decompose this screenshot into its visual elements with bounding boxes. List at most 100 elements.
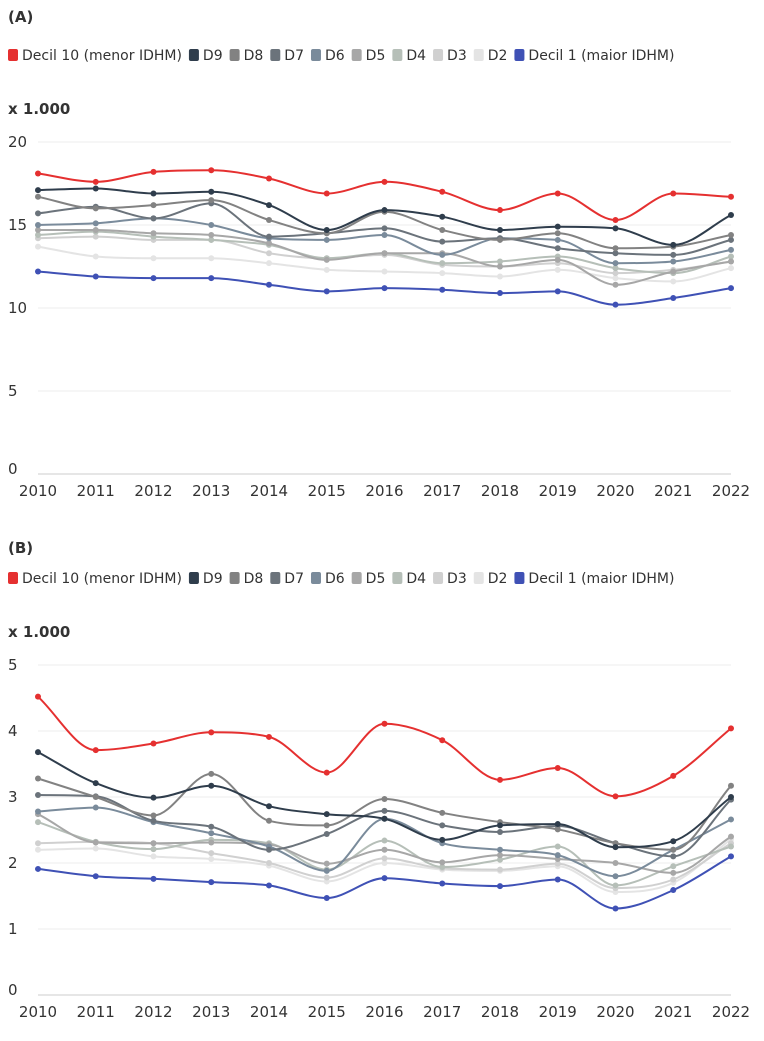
x-tick-label-a-2018: 2018 (481, 482, 519, 500)
legend-item-d4: D4 (392, 571, 426, 587)
point-d2-2015 (323, 266, 330, 273)
x-tick-label-a-2013: 2013 (192, 482, 230, 500)
point-d5-2012 (150, 840, 157, 847)
point-d9-2014 (266, 202, 272, 209)
legend-swatch-d5 (351, 49, 362, 61)
point-d2-2020 (612, 275, 619, 282)
point-decil-10-menor-idhm-2014 (266, 175, 272, 182)
point-decil-1-maior-idhm-2021 (670, 887, 677, 894)
point-decil-1-maior-idhm-2010 (35, 865, 41, 872)
legend-label-decil-10-menor-idhm: Decil 10 (menor IDHM) (22, 571, 182, 587)
point-decil-10-menor-idhm-2022 (728, 193, 734, 200)
point-decil-10-menor-idhm-2016 (381, 720, 388, 727)
point-d9-2021 (670, 838, 677, 845)
point-d7-2014 (266, 846, 272, 853)
point-d5-2016 (381, 846, 388, 853)
point-d4-2020 (612, 882, 619, 889)
point-d7-2018 (497, 828, 503, 835)
legend-label-d9: D9 (203, 48, 223, 64)
point-decil-10-menor-idhm-2021 (670, 772, 677, 779)
point-d9-2019 (554, 223, 561, 230)
point-d9-2010 (35, 187, 41, 194)
point-d3-2014 (266, 860, 272, 866)
legend-label-d3: D3 (447, 571, 467, 587)
point-d4-2021 (670, 863, 677, 870)
legend-item-d2: D2 (473, 48, 507, 64)
point-d5-2022 (728, 258, 734, 265)
point-d5-2015 (323, 860, 330, 867)
point-d2-2016 (381, 860, 388, 866)
point-decil-1-maior-idhm-2016 (381, 875, 388, 882)
legend-item-decil-10-menor-idhm: Decil 10 (menor IDHM) (8, 48, 182, 64)
point-d5-2010 (35, 226, 41, 233)
point-d2-2012 (150, 255, 157, 262)
legend-item-d6: D6 (310, 571, 345, 587)
point-decil-1-maior-idhm-2014 (266, 281, 272, 288)
point-d8-2011 (92, 205, 99, 212)
point-d9-2010 (35, 749, 41, 756)
point-d5-2013 (208, 231, 215, 238)
x-tick-label-a-2016: 2016 (365, 482, 403, 500)
point-d4-2019 (554, 843, 561, 850)
y-tick-label-a-5: 5 (8, 382, 18, 400)
point-d8-2016 (381, 795, 388, 802)
point-decil-10-menor-idhm-2017 (439, 737, 446, 744)
point-d9-2018 (497, 822, 503, 829)
legend-label-d8: D8 (244, 571, 264, 587)
point-d9-2013 (208, 782, 215, 789)
point-d8-2018 (497, 236, 503, 243)
x-tick-label-b-2017: 2017 (423, 1003, 461, 1021)
point-d8-2019 (554, 230, 561, 237)
legend-swatch-decil-10-menor-idhm (8, 49, 18, 61)
point-d9-2015 (323, 811, 330, 818)
point-d7-2021 (670, 853, 677, 860)
point-d6-2020 (612, 873, 619, 880)
legend-label-d6: D6 (325, 48, 345, 64)
point-d5-2022 (728, 833, 734, 840)
point-decil-1-maior-idhm-2018 (497, 883, 503, 890)
point-d4-2010 (35, 819, 41, 826)
x-tick-label-a-2011: 2011 (77, 482, 115, 500)
point-d5-2011 (92, 226, 99, 233)
point-d9-2011 (92, 780, 99, 787)
point-d4-2017 (439, 863, 446, 870)
point-decil-10-menor-idhm-2013 (208, 729, 215, 736)
point-d7-2016 (381, 225, 388, 232)
point-d3-2014 (266, 250, 272, 257)
legend-label-decil-1-maior-idhm: Decil 1 (maior IDHM) (528, 571, 674, 587)
point-d3-2015 (323, 874, 330, 881)
point-d7-2020 (612, 250, 619, 257)
legend-swatch-d3 (433, 572, 444, 584)
point-decil-10-menor-idhm-2021 (670, 190, 677, 197)
point-decil-1-maior-idhm-2022 (728, 285, 734, 292)
x-tick-label-b-2016: 2016 (365, 1003, 403, 1021)
point-d5-2017 (439, 859, 446, 866)
point-d4-2020 (612, 265, 619, 272)
x-tick-label-b-2019: 2019 (539, 1003, 577, 1021)
point-decil-1-maior-idhm-2020 (612, 905, 619, 912)
point-d3-2010 (35, 840, 41, 847)
series-decil-1-maior-idhm-b (35, 853, 734, 912)
legend-swatch-d6 (310, 572, 321, 584)
point-d7-2017 (439, 822, 446, 829)
point-d3-2011 (92, 233, 99, 240)
point-d2-2019 (554, 266, 561, 273)
point-d3-2016 (381, 855, 388, 862)
y-tick-label-a-0: 0 (8, 460, 18, 478)
point-d4-2012 (150, 846, 157, 853)
point-decil-10-menor-idhm-2018 (497, 207, 503, 214)
y-tick-label-a-20: 20 (8, 133, 27, 151)
point-d7-2015 (323, 830, 330, 837)
point-d7-2010 (35, 792, 41, 799)
legend-item-d2: D2 (473, 571, 507, 587)
point-d3-2021 (670, 876, 677, 883)
point-d6-2019 (554, 852, 561, 859)
point-d9-2014 (266, 803, 272, 810)
x-tick-label-b-2021: 2021 (654, 1003, 692, 1021)
point-d5-2015 (323, 256, 330, 263)
point-d6-2013 (208, 222, 215, 228)
legend-item-d9: D9 (188, 571, 223, 587)
point-decil-1-maior-idhm-2013 (208, 275, 215, 282)
series-d2-a (35, 243, 734, 285)
series-decil-10-menor-idhm-a (35, 167, 734, 224)
